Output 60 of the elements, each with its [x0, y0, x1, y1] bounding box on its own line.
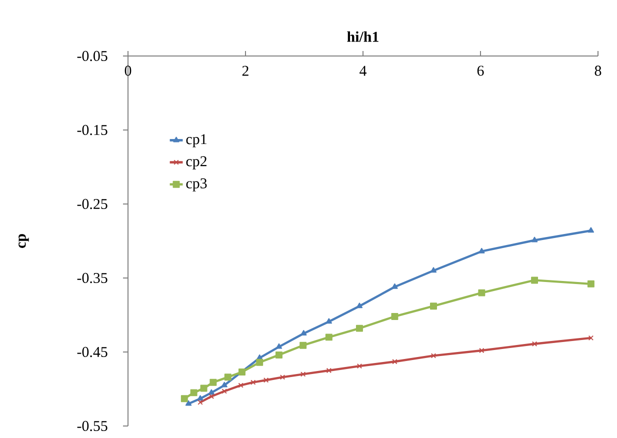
point: [198, 400, 203, 405]
x-tick-label: 0: [124, 66, 132, 76]
y-axis-title: cp: [18, 234, 29, 248]
point: [478, 248, 485, 254]
point: [588, 335, 594, 341]
point: [200, 384, 208, 392]
point: [478, 289, 486, 296]
point: [326, 318, 332, 324]
point: [300, 342, 307, 349]
point: [479, 348, 484, 354]
point: [275, 351, 282, 358]
point: [208, 394, 214, 400]
point: [392, 359, 398, 364]
point: [356, 324, 363, 332]
point: [280, 374, 286, 380]
x-tick-label: 2: [242, 66, 248, 76]
point: [210, 378, 217, 386]
point: [300, 330, 307, 336]
point: [356, 363, 362, 369]
legend-label: cp2: [186, 156, 206, 170]
legend-label: cp1: [186, 134, 206, 148]
point: [391, 312, 398, 320]
point: [180, 395, 188, 402]
point: [588, 227, 594, 233]
point: [392, 283, 398, 289]
point: [532, 341, 538, 346]
y-tick-label: -0.05: [77, 50, 108, 62]
point: [531, 236, 538, 242]
y-tick-label: -0.55: [77, 420, 108, 432]
legend-label: cp3: [186, 178, 207, 192]
y-tick-label: -0.25: [77, 198, 108, 210]
point: [185, 400, 192, 406]
point: [238, 382, 244, 388]
point: [256, 358, 264, 366]
x-tick-label: 6: [477, 66, 484, 76]
point: [238, 368, 246, 376]
point: [430, 302, 437, 310]
x-tick-label: 8: [594, 66, 602, 76]
point: [221, 382, 228, 388]
point: [430, 267, 437, 273]
point: [263, 378, 269, 383]
point: [325, 334, 332, 341]
point: [224, 374, 232, 381]
x-tick-label: 4: [360, 66, 366, 76]
point: [276, 343, 282, 349]
point: [430, 353, 436, 358]
y-tick-label: -0.15: [77, 124, 108, 136]
point: [531, 276, 538, 284]
y-tick-label: -0.45: [77, 346, 108, 358]
point: [326, 368, 332, 374]
x-axis-title: hi/h1: [347, 31, 378, 42]
point: [222, 388, 227, 394]
point: [356, 302, 363, 308]
point: [190, 389, 198, 396]
point: [300, 372, 306, 377]
y-tick-label: -0.35: [77, 272, 108, 284]
point: [197, 395, 204, 401]
point: [587, 280, 594, 288]
point: [250, 380, 256, 385]
point: [208, 389, 215, 395]
